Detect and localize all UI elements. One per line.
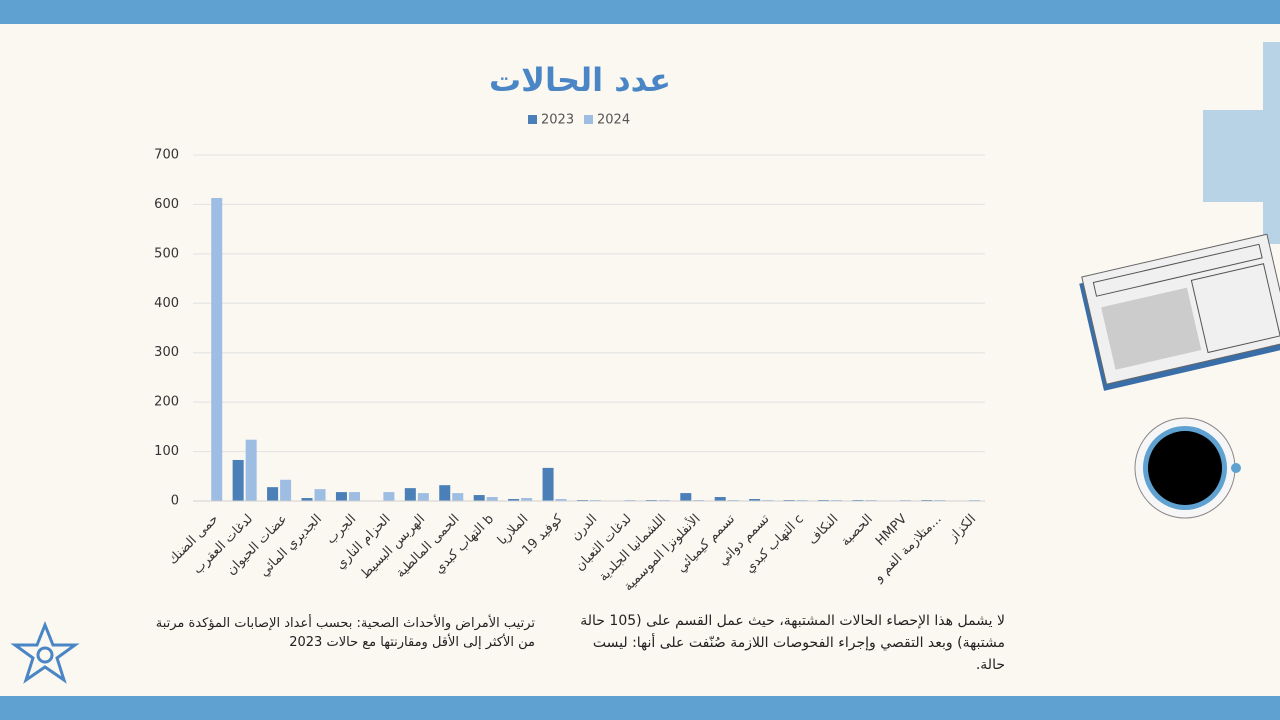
bar [232, 459, 244, 501]
bar [680, 493, 692, 501]
y-tick-label: 200 [154, 395, 179, 410]
newspaper [1079, 233, 1280, 391]
y-tick-label: 400 [154, 296, 179, 311]
y-tick-label: 100 [154, 444, 179, 459]
chart-title: عدد الحالات [489, 61, 671, 99]
bar [439, 485, 451, 501]
y-tick-label: 300 [154, 345, 179, 360]
bar [335, 492, 347, 501]
bar [348, 492, 360, 501]
bar [714, 497, 726, 501]
bar [749, 499, 761, 501]
y-tick-label: 500 [154, 246, 179, 261]
bar [473, 495, 485, 501]
bar [508, 499, 520, 501]
bar [555, 499, 567, 501]
legend-swatch [528, 115, 537, 124]
logo [10, 620, 80, 684]
bar [267, 487, 279, 501]
bottom-band [0, 696, 1280, 720]
y-tick-label: 700 [154, 148, 179, 163]
bar [301, 498, 313, 501]
x-tick-label: الكزاز [945, 512, 979, 546]
legend-swatch [584, 115, 593, 124]
bar [404, 488, 416, 501]
x-tick-label: الدرن [568, 512, 600, 544]
decor-cross [1203, 110, 1280, 202]
y-tick-label: 600 [154, 197, 179, 212]
bar [314, 489, 326, 501]
top-band [0, 0, 1280, 24]
coffee-cup [1134, 417, 1241, 519]
bar [211, 198, 223, 501]
bar [542, 467, 554, 501]
bar [280, 479, 292, 501]
bar [417, 493, 429, 501]
legend-label: 2024 [597, 113, 630, 128]
x-tick-label: النكاف [805, 512, 841, 548]
bar [245, 439, 257, 501]
note: ترتيب الأمراض والأحداث الصحية: بحسب أعدا… [155, 616, 535, 650]
bar [486, 497, 498, 501]
bar [521, 498, 533, 501]
y-tick-label: 0 [171, 494, 179, 509]
bar [383, 492, 395, 501]
note: لا يشمل هذا الإحصاء الحالات المشتبهة، حي… [580, 613, 1005, 673]
x-tick-label: الحصبة [838, 512, 876, 550]
legend-label: 2023 [541, 113, 574, 128]
bar [452, 493, 464, 501]
